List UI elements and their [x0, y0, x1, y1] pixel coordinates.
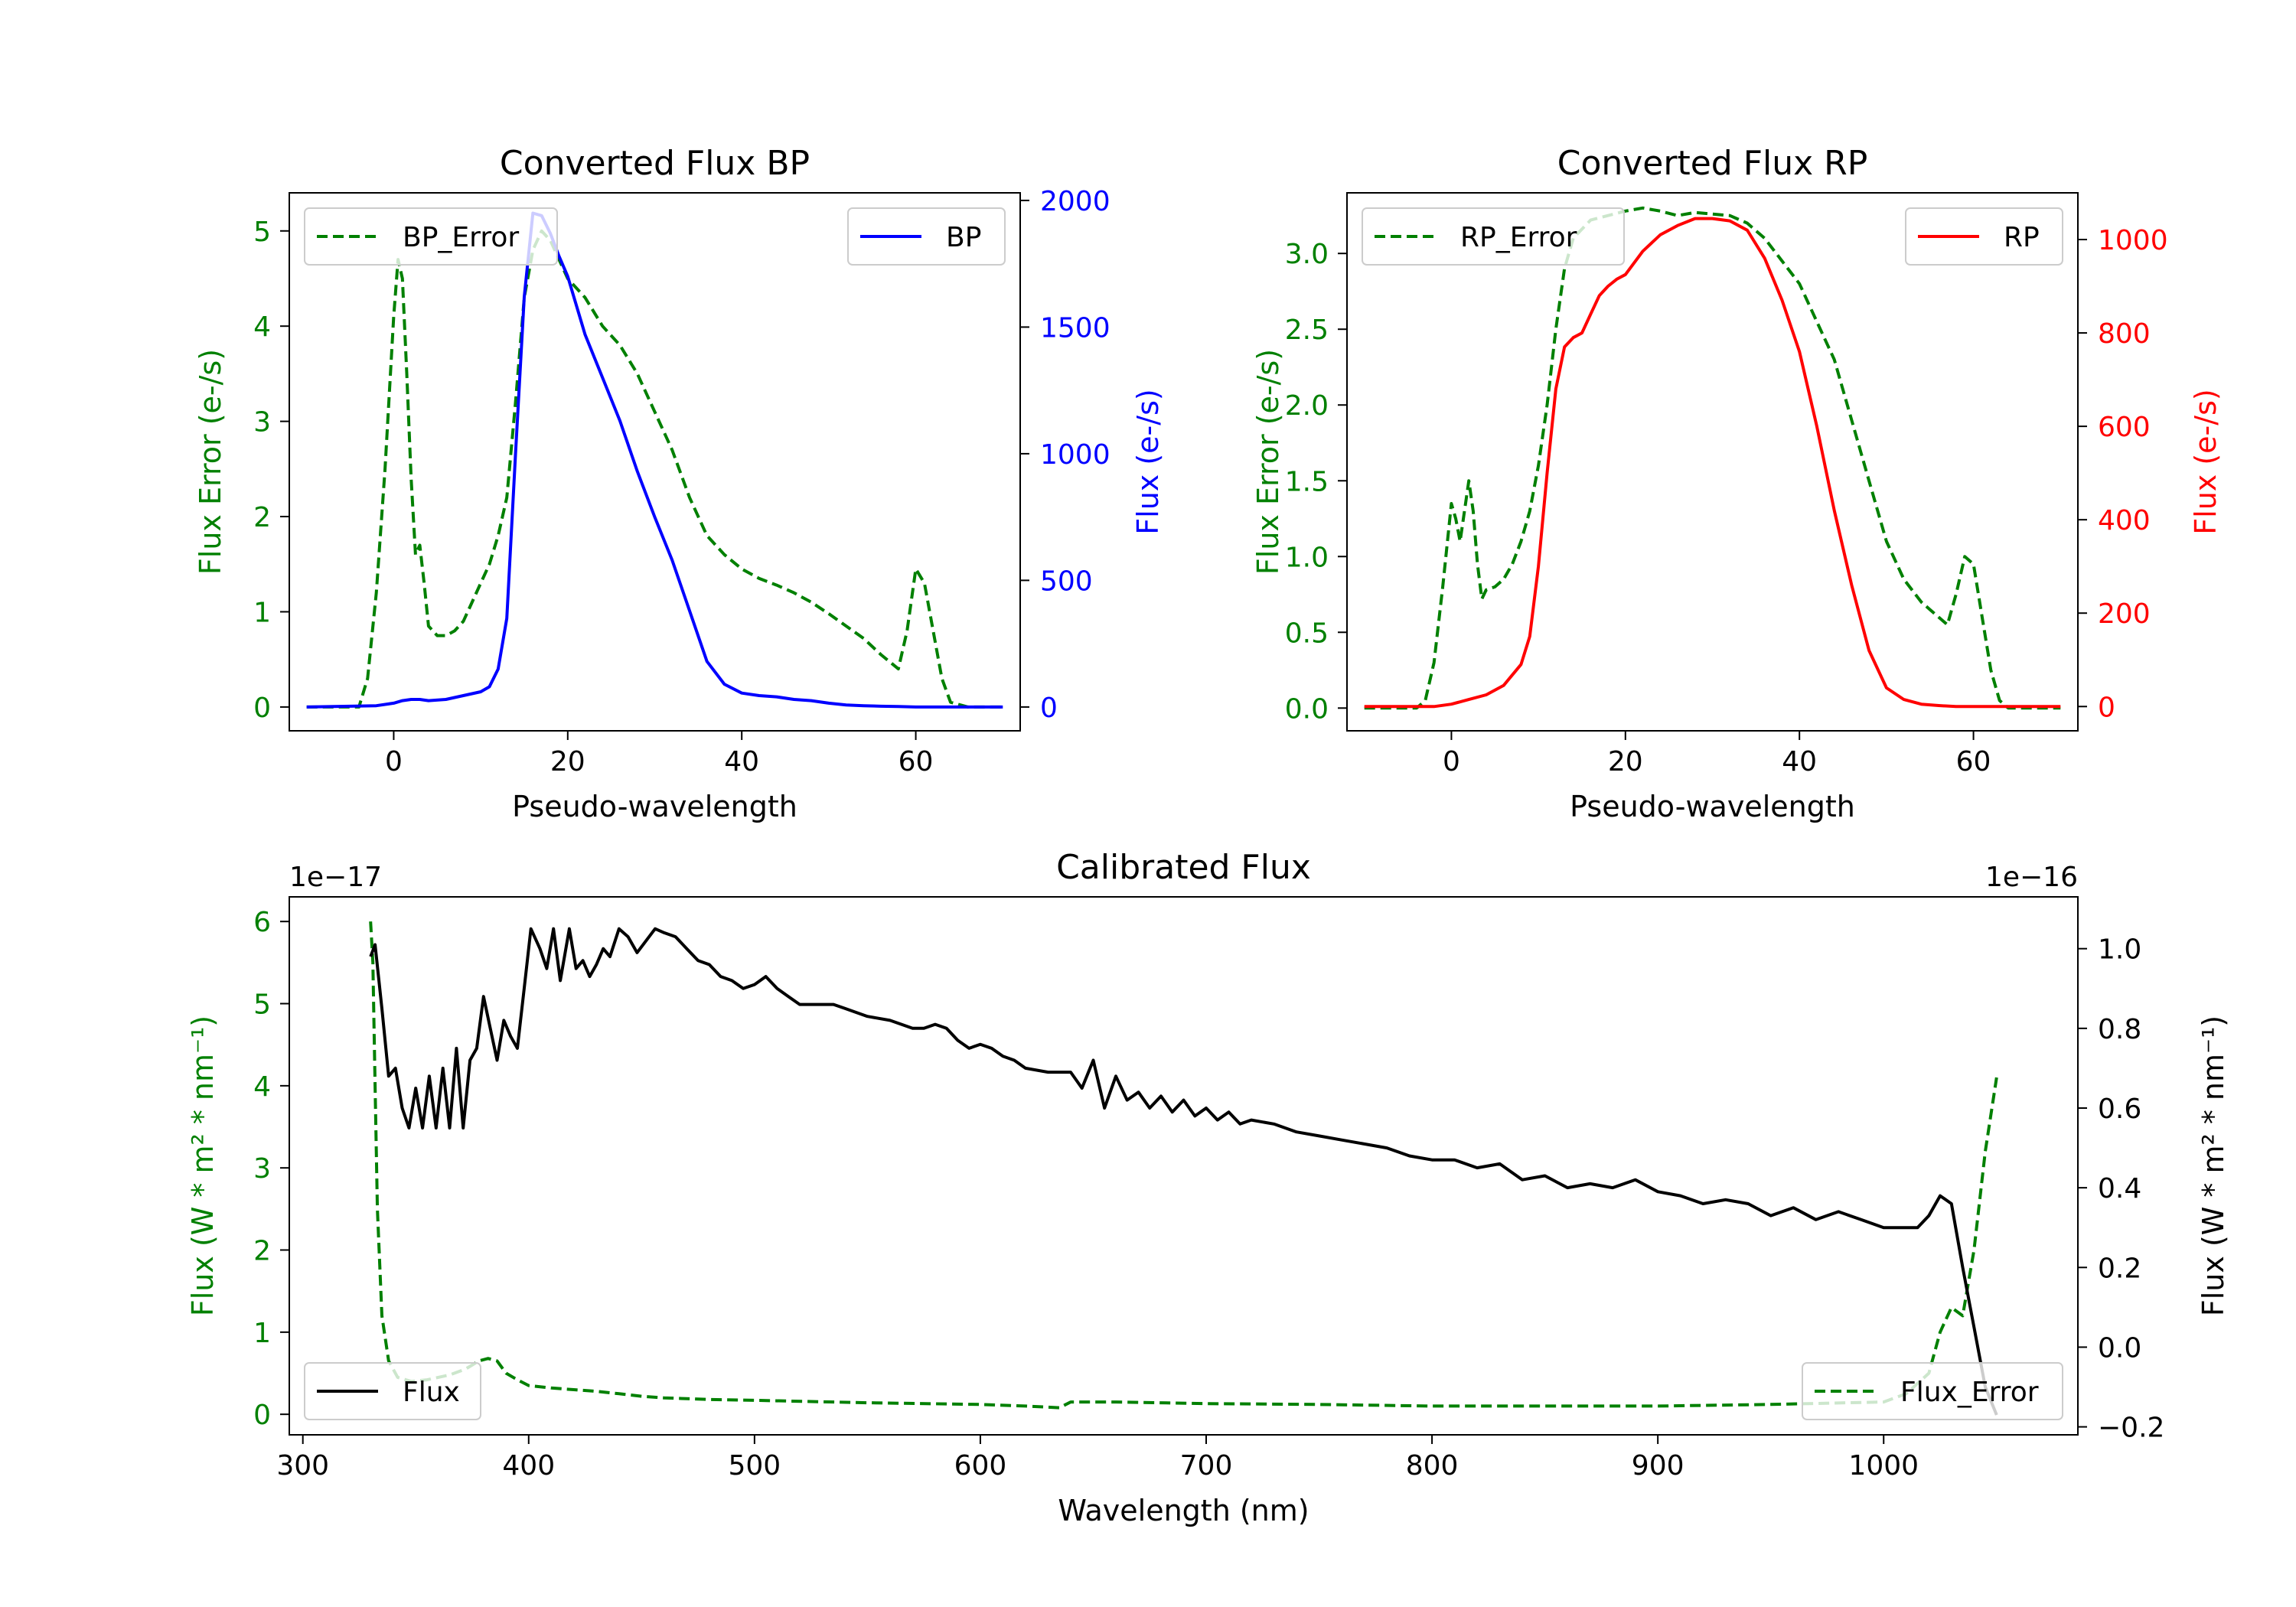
- bp-series-bp-error: [306, 229, 1003, 709]
- calibrated-legend-box: [1802, 1362, 2063, 1420]
- rp-legend-label: RP_Error: [1460, 222, 1577, 253]
- bp-ytick-left-label: 3: [253, 407, 271, 438]
- bp-xtick-label: 60: [899, 746, 934, 777]
- calibrated-ytick-left-label: 0: [253, 1400, 271, 1431]
- calibrated-series-flux: [369, 927, 1998, 1416]
- calibrated-xtick-label: 500: [728, 1450, 781, 1482]
- rp-ytick-right-label: 400: [2098, 505, 2151, 536]
- rp-ytick-left-label: 1.5: [1285, 466, 1329, 497]
- calibrated-offset-right: 1e−16: [1985, 862, 2078, 893]
- rp-ytick-right-label: 200: [2098, 598, 2151, 630]
- rp-legend-label: RP: [2004, 222, 2040, 253]
- rp-xlabel: Pseudo-wavelength: [1570, 790, 1855, 823]
- calibrated-ytick-right-label: 0.0: [2098, 1332, 2141, 1364]
- rp-ylabel-left: Flux Error (e-/s): [1251, 349, 1285, 575]
- calibrated-xtick-label: 1000: [1848, 1450, 1919, 1482]
- calibrated-xtick-label: 600: [954, 1450, 1007, 1482]
- bp-ytick-left-label: 2: [253, 502, 271, 533]
- calibrated-ylabel-left: Flux (W * m² * nm⁻¹): [186, 1015, 220, 1316]
- calibrated-legend-left: Flux: [304, 1362, 481, 1420]
- bp-legend-label: BP: [946, 222, 981, 253]
- rp-series-rp: [1364, 217, 2061, 709]
- calibrated-xlabel: Wavelength (nm): [1058, 1494, 1309, 1527]
- rp-xtick-label: 40: [1782, 746, 1817, 777]
- calibrated-legend-box: [304, 1362, 481, 1420]
- bp-ylabel-right: Flux (e-/s): [1131, 389, 1165, 534]
- bp-ytick-left-label: 1: [253, 597, 271, 628]
- rp-ytick-right-label: 1000: [2098, 225, 2168, 256]
- rp-ytick-right-label: 800: [2098, 318, 2151, 350]
- bp-ytick-right-label: 1000: [1040, 439, 1110, 471]
- rp-xtick-label: 60: [1956, 746, 1991, 777]
- calibrated-ytick-left-label: 5: [253, 989, 271, 1021]
- rp-ytick-left-label: 0.5: [1285, 618, 1329, 649]
- calibrated-xtick-label: 700: [1180, 1450, 1233, 1482]
- bp-legend-label: BP_Error: [403, 222, 519, 253]
- calibrated-chart: Calibrated Flux 300 400 500 600 700 800 900 1000…: [186, 848, 2230, 1527]
- calibrated-plot-frame: [289, 896, 2079, 1436]
- bp-ytick-right-label: 0: [1040, 693, 1058, 724]
- calibrated-ytick-right-label: 0.2: [2098, 1253, 2141, 1284]
- bp-chart: Converted Flux BP0 20 40 60Pseudo-wavelengt…: [194, 144, 1165, 823]
- calibrated-legend-right: Flux_Error: [1802, 1362, 2063, 1420]
- rp-chart: Converted Flux RP 0 20 40 60 Pseudo-wavelengt…: [1251, 144, 2223, 823]
- rp-legend-box: [1362, 207, 1625, 266]
- calibrated-ytick-left-label: 2: [253, 1236, 271, 1267]
- bp-xlabel: Pseudo-wavelength: [512, 790, 797, 823]
- rp-series-rp-error: [1364, 206, 2061, 710]
- calibrated-series-flux-error: [369, 921, 1998, 1410]
- calibrated-ytick-left-label: 1: [253, 1318, 271, 1349]
- bp-legend-box: [847, 207, 1006, 266]
- bp-series-bp: [306, 211, 1003, 709]
- calibrated-ytick-left-label: 4: [253, 1071, 271, 1103]
- bp-xtick-label: 20: [550, 746, 585, 777]
- bp-ytick-right-label: 2000: [1040, 186, 1110, 217]
- calibrated-ytick-right-label: 1.0: [2098, 934, 2141, 966]
- calibrated-title: Calibrated Flux: [1056, 848, 1311, 887]
- calibrated-xtick-label: 900: [1632, 1450, 1684, 1482]
- calibrated-ytick-left-label: 3: [253, 1153, 271, 1185]
- rp-legend-left: RP_Error: [1362, 207, 1625, 266]
- bp-xtick-label: 0: [385, 746, 403, 777]
- bp-legend-box: [304, 207, 558, 266]
- bp-ytick-right-label: 500: [1040, 566, 1093, 597]
- rp-ytick-left-label: 2.5: [1285, 315, 1329, 346]
- rp-ytick-left-label: 0.0: [1285, 693, 1329, 725]
- rp-plot-frame: [1346, 192, 2079, 732]
- calibrated-ylabel-right: Flux (W * m² * nm⁻¹): [2197, 1015, 2230, 1316]
- calibrated-ytick-right-label: 0.6: [2098, 1094, 2141, 1125]
- calibrated-offset-left: 1e−17: [289, 862, 382, 893]
- rp-xtick-label: 0: [1443, 746, 1460, 777]
- bp-plot-frame: [289, 192, 1021, 732]
- bp-ytick-left-label: 0: [253, 693, 271, 724]
- calibrated-ytick-right-label: 0.4: [2098, 1173, 2141, 1204]
- bp-legend-right: BP: [847, 207, 1006, 266]
- rp-ylabel-right: Flux (e-/s): [2189, 389, 2223, 534]
- rp-ytick-right-label: 0: [2098, 692, 2115, 723]
- bp-xtick-label: 40: [724, 746, 759, 777]
- calibrated-xtick-label: 300: [276, 1450, 329, 1482]
- bp-ytick-left-label: 4: [253, 311, 271, 343]
- calibrated-ytick-right-label: 0.8: [2098, 1014, 2141, 1045]
- bp-title: Converted Flux BP: [500, 144, 810, 183]
- calibrated-xtick-label: 400: [502, 1450, 555, 1482]
- rp-title: Converted Flux RP: [1557, 144, 1868, 183]
- rp-legend-right: RP: [1905, 207, 2063, 266]
- rp-legend-box: [1905, 207, 2063, 266]
- calibrated-legend-label: Flux_Error: [1900, 1377, 2039, 1408]
- bp-legend-left: BP_Error: [304, 207, 558, 266]
- calibrated-xtick-label: 800: [1406, 1450, 1459, 1482]
- bp-ytick-left-label: 5: [253, 217, 271, 248]
- rp-ytick-left-label: 2.0: [1285, 390, 1329, 422]
- rp-ytick-left-label: 3.0: [1285, 239, 1329, 270]
- bp-ytick-right-label: 1500: [1040, 312, 1110, 344]
- rp-xtick-label: 20: [1608, 746, 1643, 777]
- bp-ylabel-left: Flux Error (e-/s): [194, 349, 227, 575]
- rp-ytick-right-label: 600: [2098, 412, 2151, 443]
- calibrated-legend-label: Flux: [403, 1377, 460, 1408]
- calibrated-ytick-right-label: −0.2: [2098, 1413, 2164, 1444]
- calibrated-ytick-left-label: 6: [253, 907, 271, 938]
- rp-ytick-left-label: 1.0: [1285, 542, 1329, 573]
